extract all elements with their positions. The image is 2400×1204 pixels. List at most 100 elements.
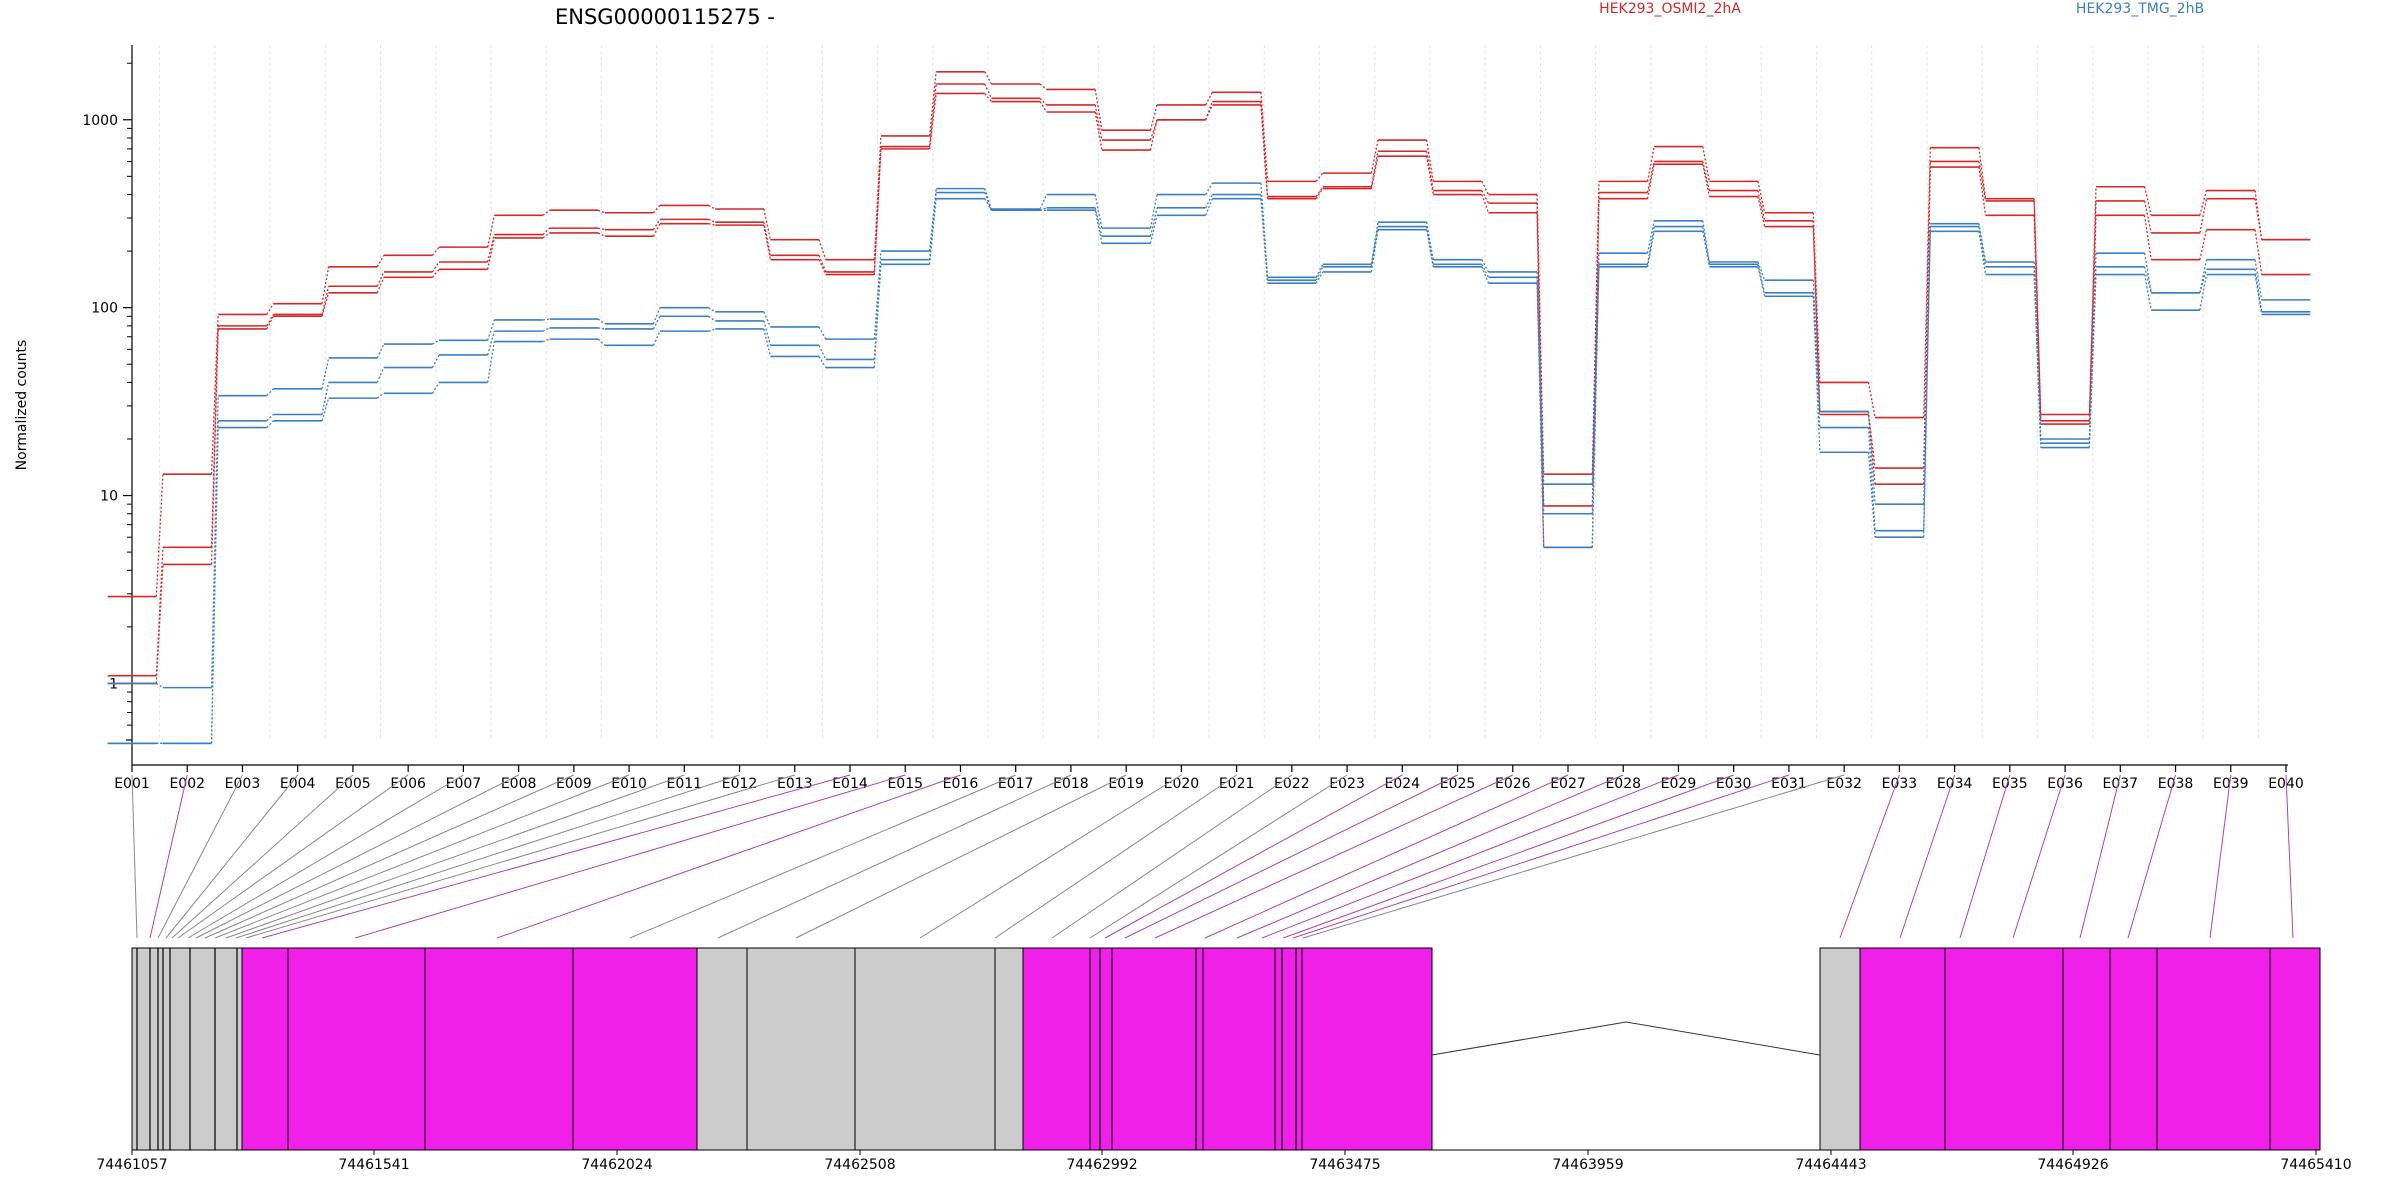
exon-connector (187, 774, 464, 939)
series-join (542, 227, 550, 236)
series-join (928, 198, 937, 265)
series-join (2199, 269, 2208, 293)
series-join (1149, 215, 1158, 244)
exon-block (241, 947, 289, 1151)
x-tick-label: E022 (1274, 776, 1310, 792)
series-join (652, 330, 661, 346)
series-join (210, 314, 219, 475)
series-join (1425, 156, 1434, 195)
series-join (763, 328, 772, 357)
series-join (652, 204, 661, 214)
series-join (210, 395, 219, 688)
exon-connector (245, 774, 795, 939)
series-join (597, 209, 606, 214)
exon-connector (157, 774, 243, 939)
series-join (1646, 161, 1655, 193)
series-join (2254, 259, 2263, 300)
series-join (376, 392, 385, 399)
series-join (1149, 119, 1158, 141)
genomic-tick-label: 74462024 (581, 1157, 652, 1173)
series-join (1039, 194, 1048, 210)
exon-block (1944, 947, 2064, 1151)
series-join (1591, 266, 1600, 548)
x-tick-label: E036 (2047, 776, 2083, 792)
series-join (708, 315, 716, 322)
series-join (1757, 264, 1766, 293)
series-join (1094, 207, 1103, 237)
series-join (1536, 277, 1545, 514)
series-join (763, 311, 772, 328)
x-tick-label: E014 (832, 776, 868, 792)
series-join (1757, 181, 1766, 213)
series-join (487, 234, 495, 263)
series-join (1757, 190, 1766, 221)
exon-block (854, 947, 996, 1151)
exon-block (1111, 947, 1204, 1151)
series-join (2199, 190, 2208, 216)
exon-connector (354, 774, 906, 939)
genomic-tick-label: 74464443 (1795, 1157, 1866, 1173)
x-tick-label: E028 (1605, 776, 1641, 792)
series-join (1978, 223, 1987, 263)
series-join (1315, 264, 1324, 278)
series-join (431, 261, 440, 273)
exon-connector (2285, 774, 2294, 939)
series-join (928, 83, 937, 147)
exon-connector (1154, 774, 1513, 939)
series-join (708, 204, 716, 210)
x-tick-label: E005 (335, 776, 371, 792)
series-join (1094, 104, 1103, 141)
series-join (1315, 266, 1324, 281)
series-join (1205, 101, 1213, 120)
exon-block (1859, 947, 1946, 1151)
series-join (1646, 146, 1655, 182)
genomic-tick-label: 74462508 (824, 1157, 895, 1173)
series-join (928, 71, 937, 137)
x-tick-label: E032 (1826, 776, 1862, 792)
series-join (708, 218, 716, 223)
series-join (431, 268, 440, 278)
x-tick-label: E023 (1329, 776, 1365, 792)
series-join (542, 232, 550, 239)
series-join (1149, 119, 1158, 151)
x-tick-label: E038 (2158, 776, 2194, 792)
series-join (266, 388, 274, 397)
exon-connector (1302, 774, 1845, 939)
exon-connector (225, 774, 685, 939)
x-tick-label: E025 (1440, 776, 1476, 792)
series-join (376, 271, 385, 287)
series-join (652, 307, 661, 325)
genomic-axis-layer: 74461057 74461541 74462024 74462508 74462992… (96, 1149, 2352, 1173)
exon-connector (1839, 774, 1900, 939)
series-join (1591, 264, 1600, 514)
series-join (487, 319, 495, 341)
series-join (1094, 89, 1103, 131)
exon-block (696, 947, 748, 1151)
exon-connector (1292, 774, 1790, 939)
series-join (1260, 92, 1269, 182)
series-join (763, 320, 772, 346)
series-join (1425, 151, 1434, 191)
series-join (487, 237, 495, 270)
series-join (873, 264, 882, 368)
series-join (598, 327, 605, 330)
genomic-tick-label: 74463475 (1309, 1157, 1380, 1173)
series-join (873, 148, 882, 275)
series-join (818, 239, 827, 260)
exon-block (1089, 947, 1113, 1151)
series-join (376, 367, 385, 383)
exon-connector (195, 774, 519, 939)
exon-block (572, 947, 698, 1151)
exon-connector (629, 774, 1016, 939)
exon-connector (177, 774, 409, 939)
exon-connector (149, 774, 188, 939)
series-join (376, 277, 385, 294)
series-join (1149, 104, 1158, 131)
series-join (1315, 172, 1324, 182)
exon-connector (1051, 774, 1293, 939)
series-join (873, 146, 882, 272)
series-join (1757, 196, 1766, 227)
series-join (1923, 231, 1931, 538)
series-join (708, 223, 716, 226)
genomic-tick-label: 74461057 (96, 1157, 167, 1173)
